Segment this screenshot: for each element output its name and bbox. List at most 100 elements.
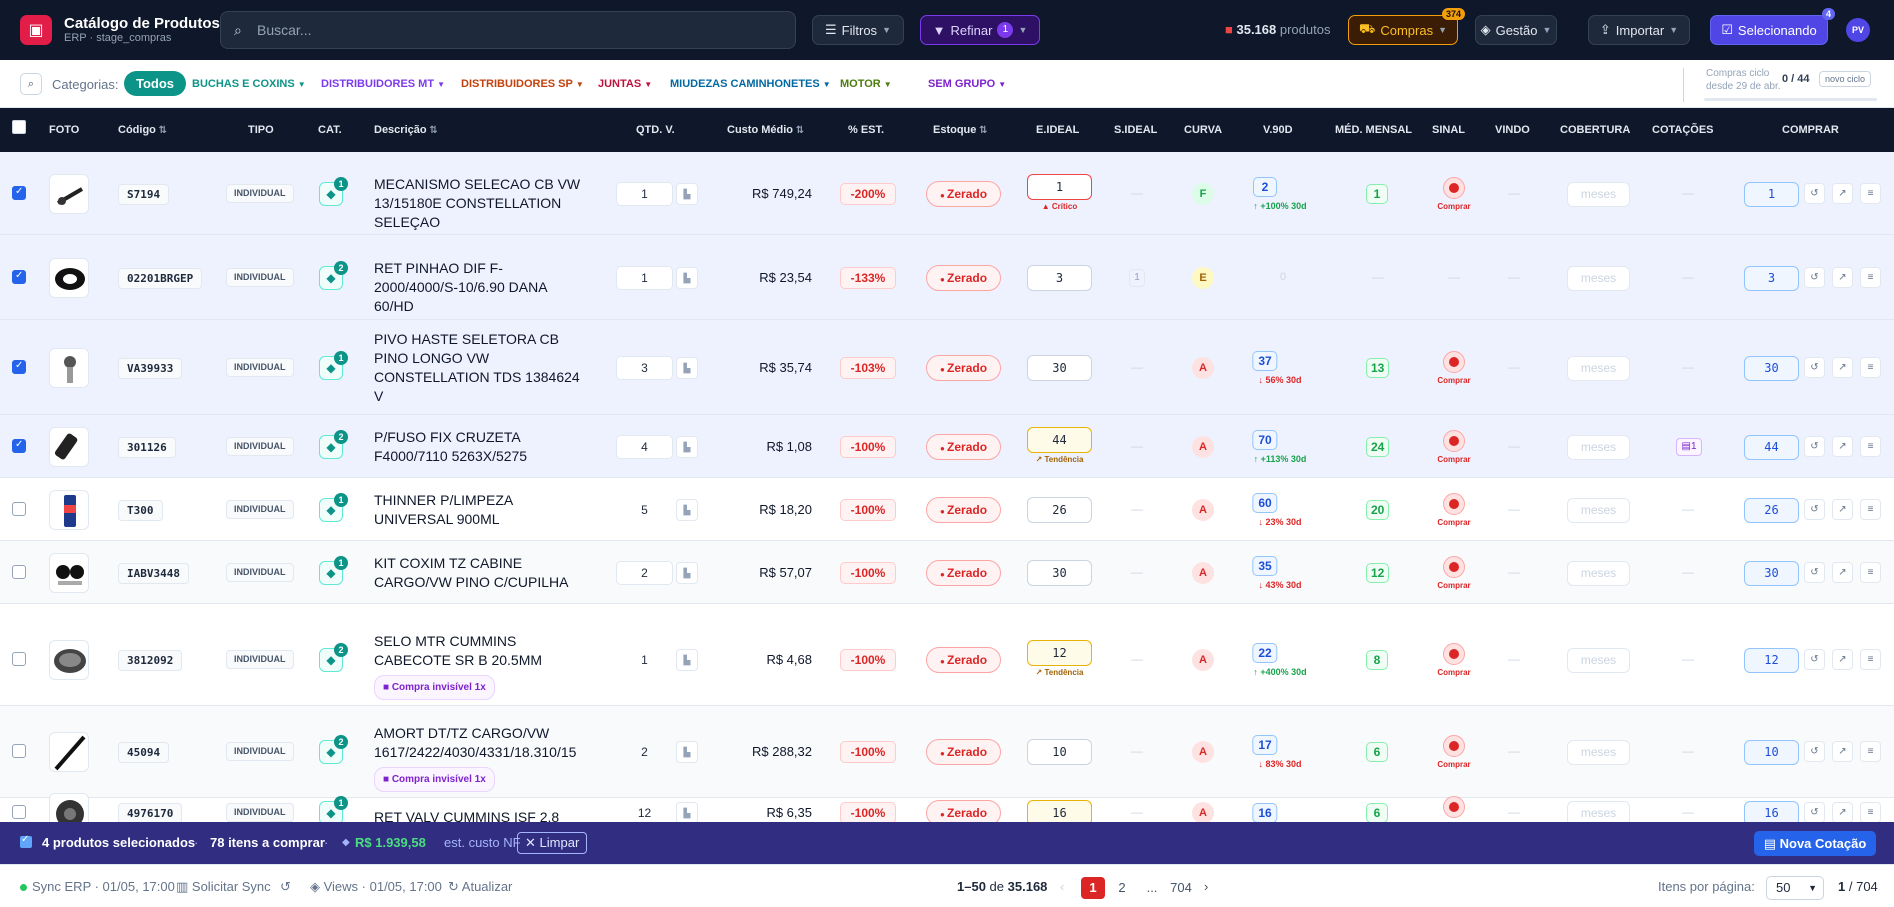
qty-history-button[interactable]: ▙ (676, 802, 698, 824)
table-row[interactable]: VA39933 INDIVIDUAL ◆1 PIVO HASTE SELETORA C… (0, 320, 1894, 415)
history-icon[interactable]: ↺ (280, 879, 291, 894)
product-photo[interactable] (49, 347, 89, 388)
chart-icon[interactable]: ↗ (1832, 649, 1853, 670)
category-item[interactable]: DISTRIBUIDORES SP ▼ (461, 78, 584, 90)
buy-qty-input[interactable]: 44 (1744, 434, 1799, 460)
reset-icon[interactable]: ↺ (1804, 182, 1825, 204)
menu-icon[interactable]: ≡ (1860, 356, 1881, 378)
search-input[interactable]: ⌕ Buscar... (220, 11, 796, 49)
product-code[interactable]: T300 (118, 499, 163, 521)
table-row[interactable]: T300 INDIVIDUAL ◆ 1 THINNER P/LIMPEZA UNIVER… (0, 478, 1894, 541)
new-cycle-button[interactable]: novo ciclo (1819, 71, 1872, 87)
qty-history-button[interactable]: ▙ (676, 266, 698, 289)
ideal-stock-field[interactable]: 1 (1027, 173, 1092, 200)
product-code[interactable]: 3812092 (118, 650, 183, 671)
coverage-input[interactable]: meses (1567, 181, 1630, 207)
coverage-input[interactable]: meses (1567, 740, 1630, 765)
buy-qty-input[interactable]: 30 (1744, 355, 1799, 381)
ideal-stock-field[interactable]: 10 (1027, 739, 1092, 765)
coverage-input[interactable]: meses (1567, 497, 1630, 523)
buy-qty-input[interactable]: 30 (1744, 560, 1799, 586)
table-row[interactable]: 4976170 INDIVIDUAL ◆ 1 RET VALV CUMMINS ISF … (0, 793, 1894, 833)
coverage-input[interactable]: meses (1567, 265, 1630, 291)
clear-selection-button[interactable]: ✕ Limpar (517, 832, 588, 854)
qty-history-button[interactable]: ▙ (676, 498, 698, 521)
selecionando-button[interactable]: ☑ Selecionando 4 (1710, 8, 1835, 45)
qty-sold-field[interactable]: 4 (616, 434, 673, 459)
next-page-icon[interactable]: › (1204, 879, 1209, 894)
page-button[interactable]: 1 (1081, 877, 1105, 899)
category-item[interactable]: MIUDEZAS CAMINHONETES ▼ (670, 78, 831, 90)
sales-90d-badge[interactable]: 37 (1252, 350, 1278, 371)
category-tag-icon[interactable]: ◆ 1 (319, 796, 348, 825)
product-code[interactable]: 301126 (118, 436, 176, 458)
qty-history-button[interactable]: ▙ (676, 649, 698, 671)
category-tag-icon[interactable]: ◆ 2 (319, 643, 348, 672)
buy-signal-icon[interactable] (1443, 735, 1465, 757)
row-checkbox[interactable] (12, 185, 26, 200)
compras-button[interactable]: ⛟ Compras ▼ 374 (1348, 8, 1465, 45)
page-button[interactable]: ... (1146, 880, 1158, 895)
product-photo[interactable] (49, 732, 89, 772)
table-row[interactable]: 45094 INDIVIDUAL ◆ 2 AMORT DT/TZ CARGO/VW 16… (0, 706, 1894, 798)
ideal-stock-field[interactable]: 44 (1027, 426, 1092, 453)
ideal-stock-field[interactable]: 30 (1027, 354, 1092, 381)
category-tag-icon[interactable]: ◆ 1 (319, 555, 348, 585)
column-header[interactable]: Código ⇅ (118, 124, 167, 136)
category-tag-icon[interactable]: ◆ 2 (319, 429, 348, 459)
qty-history-button[interactable]: ▙ (676, 741, 698, 763)
category-tag-icon[interactable]: ◆ 2 (319, 260, 348, 290)
prev-page-icon[interactable]: ‹ (1060, 879, 1065, 894)
product-photo[interactable] (49, 426, 89, 467)
reset-icon[interactable]: ↺ (1804, 802, 1825, 823)
select-all-checkbox[interactable] (12, 120, 26, 134)
page-button[interactable]: 2 (1118, 880, 1126, 895)
ideal-stock-field[interactable]: 30 (1027, 559, 1092, 586)
product-code[interactable]: IABV3448 (118, 562, 189, 584)
reset-icon[interactable]: ↺ (1804, 435, 1825, 457)
product-code[interactable]: 02201BRGEP (118, 267, 203, 289)
product-photo[interactable] (49, 640, 89, 680)
reset-icon[interactable]: ↺ (1804, 649, 1825, 670)
refinar-button[interactable]: ▼ Refinar 1 ▼ (920, 15, 1040, 45)
row-checkbox[interactable] (12, 359, 26, 374)
product-photo[interactable] (49, 173, 89, 214)
page-button[interactable]: 704 (1170, 880, 1192, 895)
row-checkbox[interactable] (12, 564, 26, 579)
sales-90d-badge[interactable]: 2 (1253, 176, 1277, 197)
reset-icon[interactable]: ↺ (1804, 561, 1825, 583)
reset-icon[interactable]: ↺ (1804, 356, 1825, 378)
chart-icon[interactable]: ↗ (1832, 741, 1853, 762)
gestao-button[interactable]: ◈ Gestão ▼ (1475, 15, 1557, 45)
category-tag-icon[interactable]: ◆ 2 (319, 735, 348, 764)
product-photo[interactable] (49, 552, 89, 593)
coverage-input[interactable]: meses (1567, 434, 1630, 460)
chart-icon[interactable]: ↗ (1832, 356, 1853, 378)
qty-sold-field[interactable]: 1 (616, 181, 673, 206)
buy-qty-input[interactable]: 16 (1744, 801, 1799, 826)
menu-icon[interactable]: ≡ (1860, 649, 1881, 670)
table-row[interactable]: 301126 INDIVIDUAL ◆2 P/FUSO FIX CRUZETA F40… (0, 415, 1894, 478)
buy-signal-icon[interactable] (1443, 492, 1465, 515)
buy-signal-icon[interactable] (1443, 429, 1465, 452)
avatar[interactable]: PV (1846, 18, 1870, 42)
product-code[interactable]: S7194 (118, 183, 170, 205)
reset-icon[interactable]: ↺ (1804, 266, 1825, 288)
per-page-select[interactable]: 50 ▼ (1766, 876, 1824, 900)
category-all-button[interactable]: Todos (124, 71, 186, 96)
reset-icon[interactable]: ↺ (1804, 741, 1825, 762)
row-checkbox[interactable] (12, 438, 26, 453)
sales-90d-badge[interactable]: 22 (1252, 643, 1278, 663)
buy-signal-icon[interactable] (1443, 555, 1465, 578)
category-item[interactable]: BUCHAS E COXINS ▼ (192, 78, 306, 90)
new-quote-button[interactable]: ▤ Nova Cotação (1754, 831, 1876, 856)
category-item[interactable]: JUNTAS ▼ (598, 78, 652, 90)
chart-icon[interactable]: ↗ (1832, 435, 1853, 457)
coverage-input[interactable]: meses (1567, 355, 1630, 381)
column-header[interactable]: Estoque ⇅ (933, 124, 988, 136)
menu-icon[interactable]: ≡ (1860, 266, 1881, 288)
row-checkbox[interactable] (12, 805, 26, 819)
coverage-input[interactable]: meses (1567, 560, 1630, 586)
request-sync-button[interactable]: ▥ Solicitar Sync (176, 879, 271, 895)
menu-icon[interactable]: ≡ (1860, 802, 1881, 823)
